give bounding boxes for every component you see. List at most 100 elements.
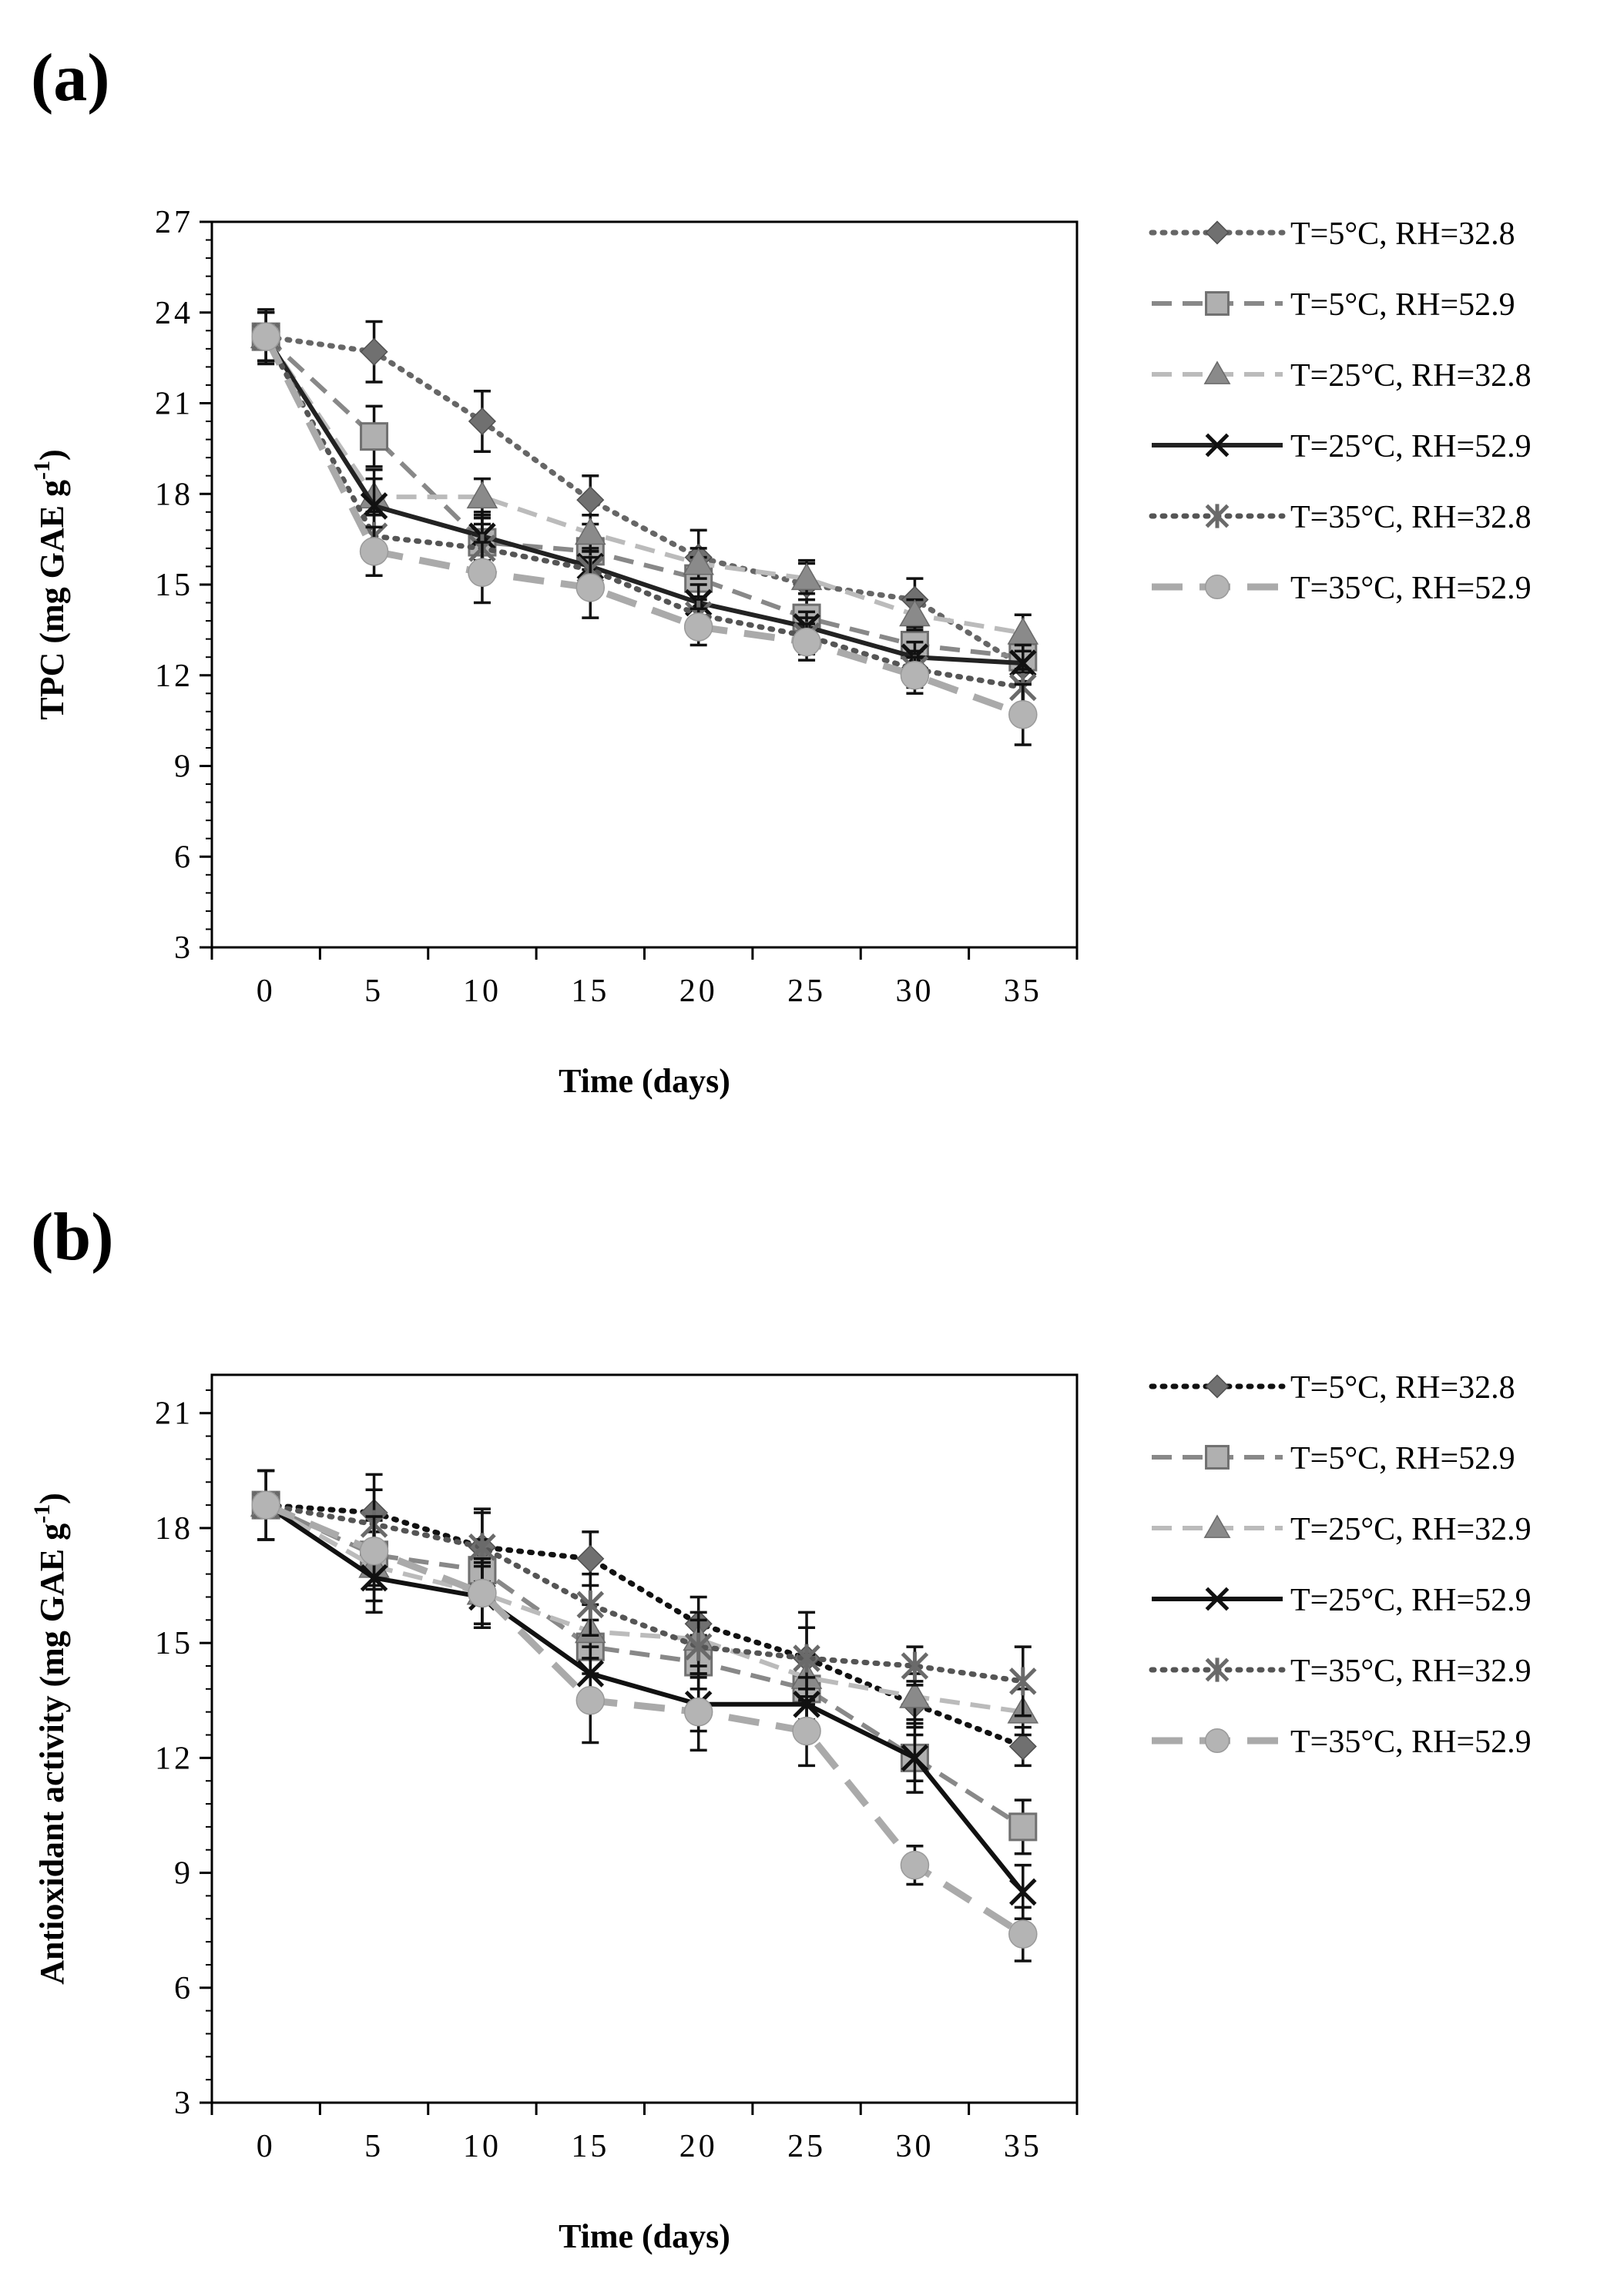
y-axis-title-main: TPC (mg GAE g [33, 480, 71, 720]
series-2 [250, 311, 1039, 653]
y-axis-title-end: ) [33, 449, 71, 461]
legend-marker [1205, 1445, 1230, 1470]
legend-marker [1205, 291, 1230, 316]
legend-label: T=25°C, RH=32.8 [1290, 358, 1532, 394]
data-point [360, 337, 388, 366]
data-point [900, 661, 930, 690]
data-point [576, 1544, 605, 1573]
legend-marker [1205, 1657, 1230, 1682]
data-point [1009, 1667, 1037, 1696]
x-tick-label: 30 [895, 974, 934, 1009]
data-point [1008, 1732, 1037, 1761]
y-axis-title: TPC (mg GAE g-1) [29, 449, 71, 719]
y-tick-label: 15 [155, 1626, 193, 1661]
x-tick-label: 15 [571, 974, 609, 1009]
y-tick-label: 9 [174, 749, 193, 785]
legend: T=5°C, RH=32.8 T=5°C, RH=52.9 T=25°C, RH=3… [1149, 216, 1532, 606]
y-tick-label: 18 [155, 477, 193, 512]
legend-label: T=35°C, RH=32.9 [1290, 1654, 1532, 1689]
data-point [792, 627, 821, 657]
series-line [263, 334, 1026, 669]
data-point [790, 562, 823, 591]
panel-label: (a) [31, 41, 110, 116]
x-tick-label: 25 [787, 2129, 826, 2164]
data-point [683, 548, 714, 575]
data-point [359, 1537, 389, 1566]
series-0 [252, 1469, 1037, 1768]
data-point [360, 492, 388, 520]
x-axis-title: Time (days) [559, 2217, 730, 2255]
y-axis-title-sup: -1 [29, 1504, 55, 1523]
series-line [264, 334, 1024, 660]
x-tick-label: 25 [787, 974, 826, 1009]
panel-label: (b) [31, 1200, 114, 1275]
x-tick-label: 35 [1004, 974, 1042, 1009]
data-point [899, 1681, 931, 1708]
series-line [263, 335, 1023, 666]
y-tick-label: 6 [174, 840, 193, 875]
x-tick-label: 10 [463, 2129, 502, 2164]
y-tick-label: 27 [155, 205, 193, 240]
series-line [263, 335, 1024, 635]
data-point [251, 1490, 280, 1520]
series-line [263, 335, 1025, 719]
legend-marker [1205, 1374, 1230, 1399]
legend-label: T=5°C, RH=52.9 [1290, 1441, 1515, 1476]
x-tick-label: 10 [463, 974, 502, 1009]
data-point [793, 1644, 820, 1673]
data-point [901, 1744, 929, 1772]
legend-label: T=35°C, RH=52.9 [1290, 1725, 1532, 1760]
series-line [263, 334, 1026, 690]
data-point [359, 537, 389, 566]
legend-marker [1203, 1514, 1231, 1538]
y-axis-title-main: Antioxidant activity (mg GAE g [33, 1523, 71, 1985]
legend-label: T=25°C, RH=52.9 [1290, 429, 1532, 464]
legend-label: T=35°C, RH=32.8 [1290, 500, 1532, 535]
legend: T=5°C, RH=32.8 T=5°C, RH=52.9 T=25°C, RH=3… [1149, 1370, 1532, 1760]
data-point [1009, 649, 1037, 677]
y-tick-label: 24 [155, 296, 193, 331]
x-tick-label: 0 [257, 2129, 276, 2164]
data-point [576, 486, 605, 515]
data-point [683, 1697, 713, 1727]
series-line [264, 1503, 1025, 1894]
y-tick-label: 12 [155, 1741, 193, 1776]
series-5 [251, 311, 1038, 746]
legend-marker [1205, 1587, 1230, 1611]
data-point [468, 1578, 497, 1608]
x-tick-label: 0 [257, 974, 276, 1009]
series-5 [251, 1469, 1038, 1962]
y-axis-title-end: ) [33, 1493, 71, 1504]
x-tick-label: 15 [571, 2129, 609, 2164]
data-point [684, 1632, 713, 1661]
legend-marker [1205, 220, 1230, 245]
y-tick-label: 3 [174, 930, 193, 966]
legend-marker [1204, 574, 1230, 600]
legend-label: T=5°C, RH=52.9 [1290, 287, 1515, 323]
y-axis-title-sup: -1 [29, 461, 55, 480]
series-line [264, 1503, 1024, 1714]
data-point [575, 1686, 606, 1715]
x-tick-label: 30 [895, 2129, 934, 2164]
legend-label: T=5°C, RH=32.8 [1290, 216, 1515, 252]
data-point [575, 573, 606, 602]
panel-a: (a) 3 6 9 12 15 18 21 24 27 0 5 10 15 20 25 30 35 Time (da… [29, 41, 1532, 1100]
legend-marker [1205, 504, 1230, 528]
data-point [900, 1850, 930, 1880]
x-tick-label: 35 [1004, 2129, 1042, 2164]
data-point [901, 1651, 929, 1681]
data-point [576, 1590, 605, 1619]
y-tick-label: 21 [155, 387, 193, 422]
data-point [360, 422, 389, 451]
x-tick-label: 20 [679, 2129, 718, 2164]
data-point [466, 481, 498, 509]
data-point [1008, 1919, 1038, 1949]
legend-marker [1205, 433, 1230, 458]
y-tick-label: 9 [174, 1856, 193, 1892]
y-tick-label: 18 [155, 1511, 193, 1547]
series-line [264, 1501, 1025, 1937]
data-point [792, 1716, 821, 1746]
series-line [263, 1502, 1026, 1749]
y-tick-label: 12 [155, 659, 193, 694]
